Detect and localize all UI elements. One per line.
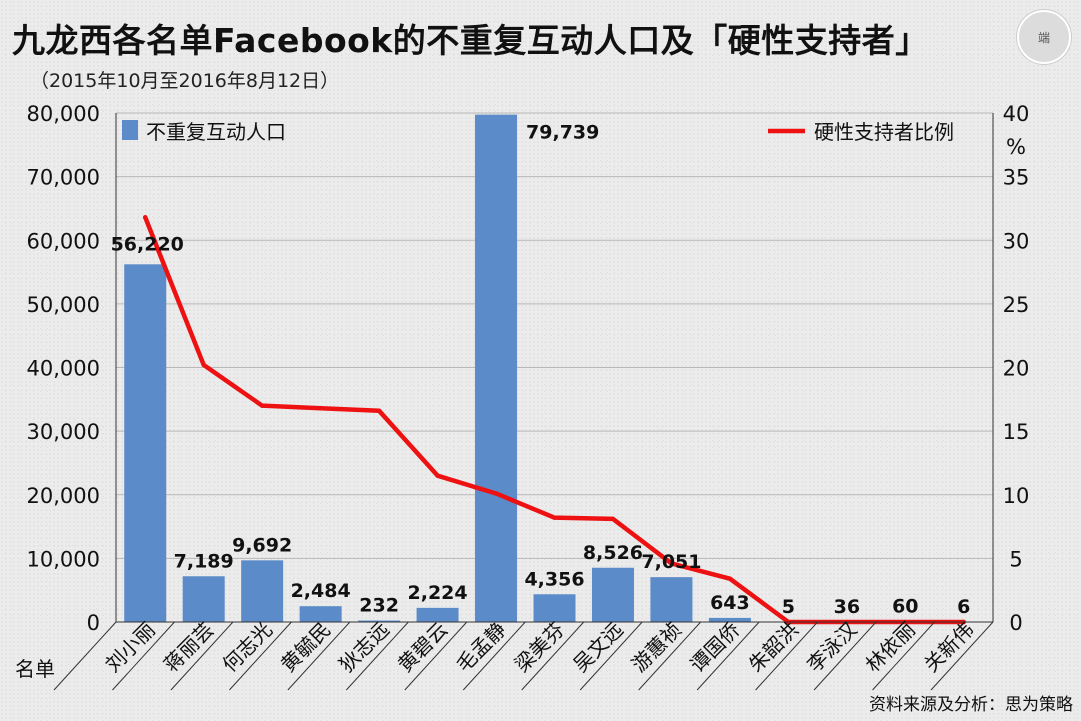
- bar: [299, 606, 342, 622]
- right-tick-label: 5: [1009, 547, 1022, 571]
- left-tick-label: 60,000: [27, 229, 100, 253]
- category-separator: [170, 621, 234, 691]
- axes: 0 10,000 20,000 30,000 40,000 50,000 60,000 70,…: [15, 102, 1030, 691]
- bar: [358, 620, 401, 622]
- right-tick-label: 15: [1003, 420, 1030, 444]
- category-separator: [112, 621, 175, 691]
- legend: 不重复互动人口 硬性支持者比例: [122, 120, 954, 144]
- category-separator: [755, 621, 818, 691]
- category-separator: [579, 621, 643, 691]
- data-label: 8,526: [583, 542, 643, 564]
- bar: [533, 594, 576, 622]
- publisher-logo: 端: [1017, 10, 1071, 64]
- left-tick-label: 20,000: [27, 484, 100, 508]
- data-label: 79,739: [526, 122, 599, 144]
- line-point: [376, 408, 382, 413]
- line-point: [201, 362, 206, 368]
- left-tick-label: 0: [87, 611, 100, 635]
- right-tick-label: 30: [1003, 229, 1030, 253]
- category-separator: [462, 621, 526, 691]
- data-label: 2,484: [291, 580, 351, 602]
- bar: [650, 577, 693, 622]
- data-label: 56,220: [111, 233, 184, 255]
- data-label: 5: [782, 596, 795, 618]
- chart-title: 九龙西各名单Facebook的不重复互动人口及「硬性支持者」: [12, 21, 929, 60]
- line-point: [610, 516, 616, 522]
- data-label: 6: [957, 596, 970, 618]
- data-label: 2,224: [408, 582, 468, 604]
- category-separator: [404, 621, 468, 691]
- category-axis-label: 名单: [15, 657, 55, 681]
- category-separator: [229, 621, 292, 691]
- logo-text: 端: [1037, 30, 1050, 45]
- data-label: 9,692: [232, 534, 292, 556]
- right-axis-unit: %: [1006, 135, 1026, 159]
- bar-series: [124, 114, 985, 622]
- line-point: [143, 215, 148, 220]
- data-label: 7,189: [174, 550, 234, 572]
- bar: [241, 560, 284, 622]
- right-tick-label: 25: [1003, 293, 1030, 317]
- line-point: [552, 515, 557, 520]
- category-separator: [930, 621, 994, 691]
- right-tick-label: 20: [1003, 357, 1030, 381]
- data-label: 7,051: [641, 551, 701, 573]
- legend-line-label: 硬性支持者比例: [814, 120, 954, 144]
- data-label: 4,356: [524, 568, 584, 590]
- line-point: [318, 406, 323, 411]
- gridlines: [116, 112, 993, 559]
- category-separator: [53, 621, 117, 691]
- data-label: 36: [834, 596, 860, 618]
- data-label: 232: [359, 595, 399, 617]
- bar: [416, 607, 459, 622]
- category-separator: [813, 621, 877, 691]
- category-separator: [696, 621, 760, 691]
- right-tick-label: 40: [1003, 102, 1030, 126]
- category-separator: [872, 621, 935, 691]
- data-label: 643: [710, 592, 750, 614]
- bar: [475, 114, 518, 622]
- category-separator: [287, 621, 351, 691]
- right-tick-label: 35: [1003, 166, 1030, 190]
- legend-bar-label: 不重复互动人口: [146, 120, 286, 144]
- line-point: [435, 473, 440, 478]
- line-point: [727, 576, 733, 581]
- left-tick-label: 30,000: [27, 420, 100, 444]
- legend-bar-swatch: [122, 120, 138, 140]
- left-tick-label: 80,000: [27, 102, 100, 126]
- right-tick-label: 0: [1009, 611, 1022, 635]
- left-tick-label: 50,000: [27, 293, 100, 317]
- line-point: [259, 403, 265, 408]
- data-label: 60: [892, 596, 918, 618]
- line-point: [493, 491, 499, 496]
- right-tick-label: 10: [1003, 484, 1030, 508]
- left-tick-label: 40,000: [27, 357, 100, 381]
- left-tick-label: 10,000: [27, 547, 100, 571]
- bar: [591, 567, 634, 622]
- bar: [708, 617, 751, 622]
- line-point: [669, 561, 674, 566]
- category-separator: [345, 621, 409, 691]
- left-tick-label: 70,000: [27, 166, 100, 190]
- bar: [124, 264, 167, 622]
- chart-subtitle: （2015年10月至2016年8月12日）: [30, 70, 340, 92]
- category-separator: [521, 621, 585, 691]
- category-separator: [638, 621, 702, 691]
- source-note: 资料来源及分析：思为策略: [869, 695, 1073, 715]
- bar: [182, 576, 225, 622]
